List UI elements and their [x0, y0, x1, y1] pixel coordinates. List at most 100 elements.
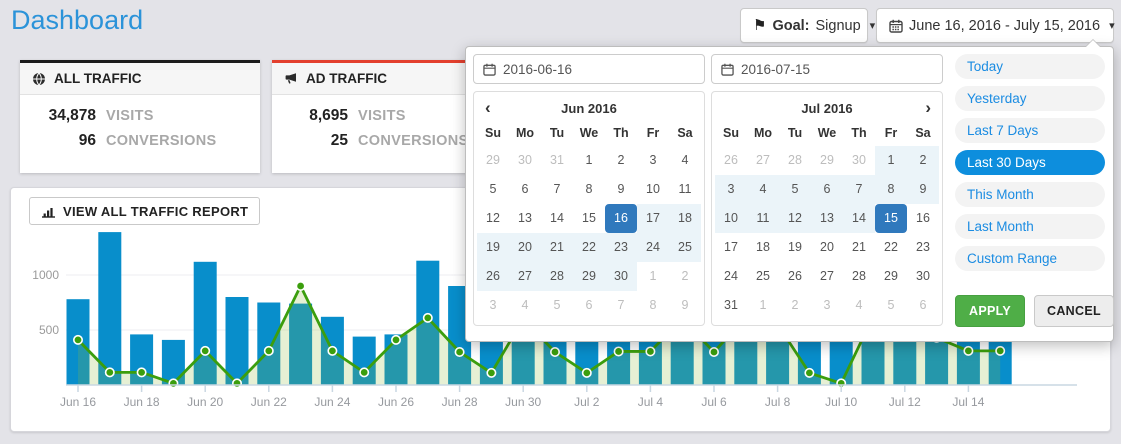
day-cell[interactable]: 7 — [553, 182, 561, 196]
day-cell[interactable]: 29 — [573, 262, 605, 291]
apply-button[interactable]: APPLY — [955, 295, 1026, 327]
day-cell[interactable]: 6 — [919, 298, 927, 312]
day-cell[interactable]: 19 — [788, 240, 802, 254]
day-cell[interactable]: 19 — [477, 233, 509, 262]
day-cell[interactable]: 6 — [521, 182, 529, 196]
day-cell[interactable]: 27 — [756, 153, 770, 167]
day-cell[interactable]: 7 — [843, 175, 875, 204]
day-cell[interactable]: 1 — [759, 298, 767, 312]
day-cell[interactable]: 23 — [916, 240, 930, 254]
day-cell[interactable]: 30 — [605, 262, 637, 291]
day-cell[interactable]: 12 — [779, 204, 811, 233]
day-cell[interactable]: 8 — [649, 298, 657, 312]
range-option-last-30-days[interactable]: Last 30 Days — [955, 150, 1105, 175]
day-cell[interactable]: 24 — [637, 233, 669, 262]
range-option-this-month[interactable]: This Month — [955, 182, 1105, 207]
day-cell[interactable]: 7 — [617, 298, 625, 312]
day-cell[interactable]: 31 — [550, 153, 564, 167]
start-date-input[interactable]: 2016-06-16 — [473, 54, 705, 84]
day-cell[interactable]: 3 — [715, 175, 747, 204]
day-cell[interactable]: 5 — [553, 298, 561, 312]
day-cell[interactable]: 2 — [617, 153, 625, 167]
day-cell[interactable]: 15 — [875, 204, 907, 233]
day-cell[interactable]: 9 — [907, 175, 939, 204]
day-cell[interactable]: 23 — [605, 233, 637, 262]
cancel-button[interactable]: CANCEL — [1034, 295, 1114, 327]
range-option-yesterday[interactable]: Yesterday — [955, 86, 1105, 111]
day-cell[interactable]: 6 — [585, 298, 593, 312]
day-cell[interactable]: 13 — [518, 211, 532, 225]
day-cell[interactable]: 10 — [646, 182, 660, 196]
day-cell[interactable]: 14 — [843, 204, 875, 233]
day-cell[interactable]: 30 — [852, 153, 866, 167]
day-cell[interactable]: 26 — [477, 262, 509, 291]
day-cell[interactable]: 9 — [681, 298, 689, 312]
day-cell[interactable]: 17 — [637, 204, 669, 233]
day-cell[interactable]: 4 — [855, 298, 863, 312]
day-cell[interactable]: 26 — [788, 269, 802, 283]
day-cell[interactable]: 3 — [649, 153, 657, 167]
day-cell[interactable]: 8 — [875, 175, 907, 204]
day-cell[interactable]: 22 — [884, 240, 898, 254]
day-cell[interactable]: 4 — [747, 175, 779, 204]
day-cell[interactable]: 1 — [875, 146, 907, 175]
day-cell[interactable]: 26 — [724, 153, 738, 167]
range-option-last-7-days[interactable]: Last 7 Days — [955, 118, 1105, 143]
day-cell[interactable]: 21 — [852, 240, 866, 254]
day-cell[interactable]: 16 — [605, 204, 637, 233]
day-cell[interactable]: 3 — [823, 298, 831, 312]
day-cell[interactable]: 3 — [489, 298, 497, 312]
next-month-button[interactable]: › — [925, 98, 931, 117]
day-cell[interactable]: 28 — [541, 262, 573, 291]
day-cell[interactable]: 9 — [617, 182, 625, 196]
day-cell[interactable]: 14 — [550, 211, 564, 225]
range-option-last-month[interactable]: Last Month — [955, 214, 1105, 239]
day-cell[interactable]: 27 — [509, 262, 541, 291]
view-all-traffic-report-button[interactable]: VIEW ALL TRAFFIC REPORT — [29, 197, 261, 225]
day-cell[interactable]: 8 — [585, 182, 593, 196]
day-cell[interactable]: 2 — [907, 146, 939, 175]
day-cell[interactable]: 5 — [779, 175, 811, 204]
day-cell[interactable]: 25 — [669, 233, 701, 262]
day-cell[interactable]: 27 — [820, 269, 834, 283]
day-cell[interactable]: 5 — [887, 298, 895, 312]
day-cell[interactable]: 11 — [747, 204, 779, 233]
day-cell[interactable]: 1 — [585, 153, 593, 167]
day-cell[interactable]: 18 — [756, 240, 770, 254]
day-cell[interactable]: 20 — [509, 233, 541, 262]
day-cell[interactable]: 22 — [573, 233, 605, 262]
end-date-input[interactable]: 2016-07-15 — [711, 54, 943, 84]
day-cell[interactable]: 4 — [521, 298, 529, 312]
prev-month-button[interactable]: ‹ — [485, 98, 491, 117]
day-cell[interactable]: 17 — [724, 240, 738, 254]
day-cell[interactable]: 18 — [669, 204, 701, 233]
date-range-button[interactable]: June 16, 2016 - July 15, 2016 ▾ — [876, 8, 1115, 43]
day-cell[interactable]: 10 — [715, 204, 747, 233]
day-cell[interactable]: 11 — [678, 182, 692, 196]
day-cell[interactable]: 24 — [724, 269, 738, 283]
day-cell[interactable]: 29 — [884, 269, 898, 283]
day-cell[interactable]: 13 — [811, 204, 843, 233]
day-cell[interactable]: 21 — [541, 233, 573, 262]
day-cell[interactable]: 5 — [489, 182, 497, 196]
day-cell[interactable]: 29 — [820, 153, 834, 167]
day-cell[interactable]: 2 — [681, 269, 689, 283]
day-cell[interactable]: 2 — [791, 298, 799, 312]
day-cell[interactable]: 4 — [681, 153, 689, 167]
range-option-custom-range[interactable]: Custom Range — [955, 246, 1105, 271]
day-cell[interactable]: 31 — [724, 298, 738, 312]
day-cell[interactable]: 6 — [811, 175, 843, 204]
day-cell[interactable]: 15 — [582, 211, 596, 225]
day-cell[interactable]: 30 — [518, 153, 532, 167]
range-option-today[interactable]: Today — [955, 54, 1105, 79]
day-cell[interactable]: 28 — [788, 153, 802, 167]
day-cell[interactable]: 20 — [820, 240, 834, 254]
goal-selector-button[interactable]: ⚑ Goal: Signup ▾ — [740, 8, 875, 43]
day-cell[interactable]: 25 — [756, 269, 770, 283]
day-cell[interactable]: 12 — [486, 211, 500, 225]
day-cell[interactable]: 28 — [852, 269, 866, 283]
day-cell[interactable]: 1 — [649, 269, 657, 283]
day-cell[interactable]: 30 — [916, 269, 930, 283]
day-cell[interactable]: 29 — [486, 153, 500, 167]
day-cell[interactable]: 16 — [916, 211, 930, 225]
